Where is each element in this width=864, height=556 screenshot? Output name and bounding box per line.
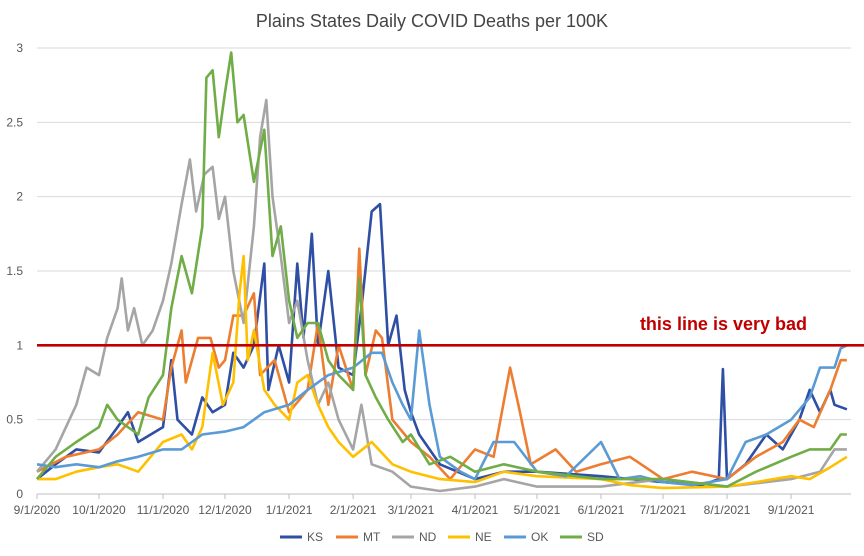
x-tick-label: 11/1/2020 — [137, 503, 190, 517]
y-tick-label: 1 — [16, 338, 23, 352]
x-tick-label: 3/1/2021 — [388, 503, 435, 517]
y-tick-label: 3 — [16, 41, 23, 55]
legend-label-ks: KS — [307, 530, 323, 544]
legend-label-sd: SD — [587, 530, 604, 544]
x-tick-label: 6/1/2021 — [578, 503, 625, 517]
gridlines — [37, 47, 851, 495]
x-tick-label: 12/1/2020 — [198, 503, 252, 517]
y-tick-label: 0 — [16, 487, 23, 501]
reference-line-label: this line is very bad — [640, 314, 807, 334]
series-line-nd — [36, 98, 847, 493]
x-tick-label: 7/1/2021 — [640, 503, 687, 517]
x-tick-label: 2/1/2021 — [330, 503, 377, 517]
y-tick-label: 0.5 — [6, 413, 23, 427]
x-axis: 9/1/2020 10/1/2020 11/1/2020 12/1/2020 1/1/2… — [14, 494, 815, 517]
x-tick-label: 5/1/2021 — [514, 503, 561, 517]
legend-label-nd: ND — [419, 530, 437, 544]
chart-title: Plains States Daily COVID Deaths per 100… — [256, 11, 608, 31]
x-tick-label: 4/1/2021 — [452, 503, 499, 517]
y-tick-label: 2 — [16, 190, 23, 204]
legend: KS MT ND NE OK SD — [280, 530, 604, 544]
y-tick-label: 2.5 — [6, 115, 23, 129]
series-line-ne — [37, 254, 848, 490]
legend-label-ok: OK — [531, 530, 548, 544]
x-tick-label: 1/1/2021 — [266, 503, 313, 517]
series-line-ok — [36, 329, 848, 487]
x-tick-label: 9/1/2021 — [768, 503, 815, 517]
series-line-sd — [36, 51, 847, 488]
x-tick-label: 9/1/2020 — [14, 503, 61, 517]
x-tick-label: 8/1/2021 — [704, 503, 751, 517]
legend-label-ne: NE — [475, 530, 492, 544]
series-lines — [36, 51, 848, 493]
y-tick-label: 1.5 — [6, 264, 23, 278]
y-axis: 0 0.5 1 1.5 2 2.5 3 — [6, 41, 23, 501]
x-tick-label: 10/1/2020 — [72, 503, 126, 517]
legend-label-mt: MT — [363, 530, 381, 544]
